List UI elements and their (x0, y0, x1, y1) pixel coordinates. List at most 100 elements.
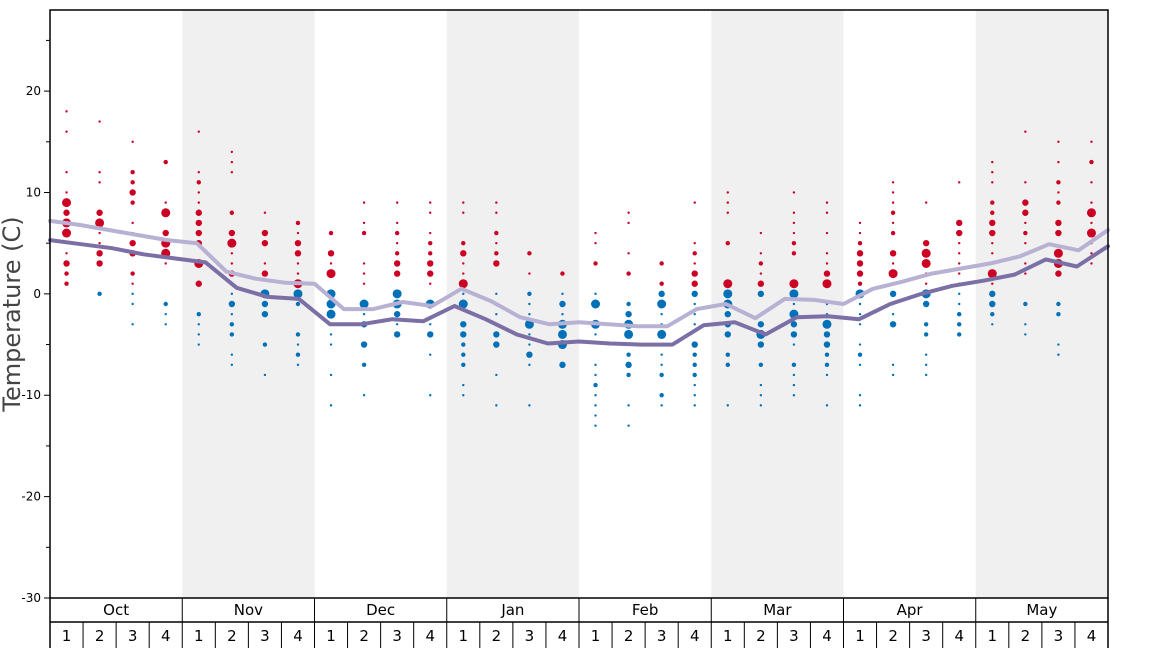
observation-dot (460, 321, 467, 328)
observation-dot (495, 312, 498, 316)
observation-dot (98, 241, 101, 245)
observation-dot (725, 352, 730, 357)
observation-dot (723, 289, 733, 299)
observation-dot (692, 251, 697, 256)
observation-dot (624, 329, 634, 339)
observation-dot (1057, 191, 1060, 194)
week-label: 4 (822, 627, 832, 645)
week-label: 3 (128, 627, 138, 645)
observation-dot (526, 351, 533, 358)
observation-dot (561, 312, 564, 316)
observation-dot (758, 362, 764, 368)
observation-dot (329, 262, 333, 265)
week-label: 2 (756, 627, 766, 645)
observation-dot (627, 252, 630, 255)
observation-dot (164, 312, 167, 316)
month-band (182, 10, 315, 598)
observation-dot (692, 352, 697, 357)
observation-dot (989, 229, 996, 237)
observation-dot (230, 171, 234, 174)
observation-dot (924, 363, 928, 367)
week-label: 2 (227, 627, 237, 645)
observation-dot (1090, 181, 1093, 184)
observation-dot (691, 341, 698, 348)
observation-dot (889, 290, 897, 298)
observation-dot (230, 160, 234, 164)
observation-dot (294, 239, 302, 247)
observation-dot (196, 180, 201, 185)
observation-dot (594, 292, 597, 296)
observation-dot (362, 312, 366, 316)
observation-dot (394, 230, 400, 236)
observation-dot (461, 362, 466, 368)
average-lines (48, 218, 1110, 347)
observation-dot (559, 361, 566, 369)
observation-dot (724, 310, 731, 318)
observation-dot (791, 362, 797, 368)
observation-dot (824, 352, 830, 357)
observation-dot (657, 299, 667, 309)
month-label: Dec (366, 601, 395, 619)
observation-dot (528, 333, 531, 336)
observation-dot (528, 363, 531, 367)
observation-dot (197, 323, 200, 326)
observation-dot (427, 331, 434, 338)
observation-dot (890, 210, 896, 215)
observation-dot (429, 353, 432, 356)
observation-dot (791, 251, 797, 256)
observation-dot (660, 312, 663, 316)
series-line-low (48, 238, 1110, 347)
observation-dot (990, 311, 995, 317)
observation-dot (726, 201, 729, 204)
observation-dot (691, 290, 698, 298)
observation-dot (693, 262, 696, 265)
observation-dot (792, 373, 796, 377)
observation-dot (890, 230, 896, 236)
observation-dot (991, 323, 994, 326)
week-label: 1 (326, 627, 336, 645)
observation-dot (228, 300, 236, 308)
observation-dot (1056, 311, 1061, 317)
observation-dot (528, 343, 531, 346)
month-band (975, 10, 1108, 598)
observation-dot (1055, 229, 1062, 237)
observation-dot (329, 373, 333, 377)
observation-dot (660, 363, 663, 367)
x-axis: Oct 1 2 3 4 Nov 1 2 3 4 Dec 1 2 3 4 Jan 1 2 3 4 Feb 1 2 3 4 Mar 1 2… (49, 598, 1109, 648)
observation-dot (429, 231, 432, 235)
observation-dot (792, 302, 796, 306)
observation-dot (527, 291, 532, 297)
y-tick-label: -20 (21, 490, 41, 504)
observation-dot (462, 262, 465, 265)
observation-dot (691, 270, 698, 277)
observation-dot (693, 302, 696, 306)
month-label: Nov (234, 601, 263, 619)
observation-dot (693, 394, 696, 397)
observation-dot (759, 272, 763, 275)
observation-dot (229, 332, 235, 337)
observation-dot (594, 404, 597, 407)
observation-dot (361, 230, 367, 236)
observation-dot (230, 150, 234, 154)
observation-dot (593, 261, 598, 266)
observation-dot (923, 332, 929, 337)
week-label: 1 (591, 627, 601, 645)
observation-dot (856, 270, 864, 277)
observation-dot (958, 302, 961, 306)
observation-dot (495, 373, 498, 377)
observation-dot (295, 220, 301, 226)
observation-dot (429, 394, 432, 397)
observation-dot (296, 343, 300, 346)
observation-dot (98, 181, 101, 184)
month-label: Jan (500, 601, 524, 619)
observation-dot (162, 229, 169, 237)
observation-dot (823, 341, 831, 348)
observation-dot (1055, 219, 1062, 227)
observation-dot (660, 353, 663, 356)
week-label: 1 (459, 627, 469, 645)
observation-dot (229, 210, 235, 215)
week-label: 2 (359, 627, 369, 645)
week-label: 3 (392, 627, 402, 645)
observation-dot (195, 280, 202, 287)
observation-dot (495, 201, 498, 204)
